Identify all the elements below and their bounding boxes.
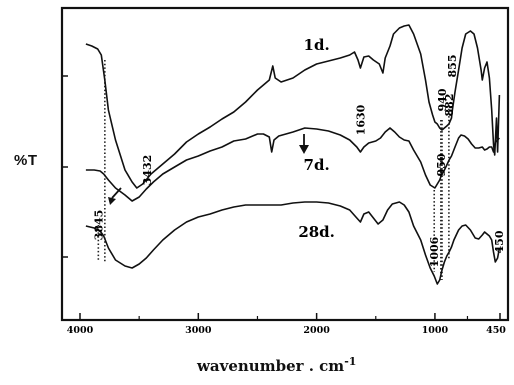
x-tick-label: 450 <box>486 325 506 336</box>
peak-label: 450 <box>493 230 506 253</box>
spectrum-line-2 <box>85 127 500 202</box>
peak-label: 882 <box>443 94 456 117</box>
x-axis-title-sup: -1 <box>344 355 357 368</box>
spectra-series <box>85 24 501 285</box>
plot-frame <box>60 6 510 322</box>
peak-label: 3432 <box>141 155 154 186</box>
series-label: 28d. <box>298 223 335 241</box>
peak-label: 1630 <box>354 104 367 135</box>
arrow-3432-shaft <box>111 187 122 199</box>
peak-label: 855 <box>446 55 459 78</box>
x-tick-label: 2000 <box>303 325 330 336</box>
peak-label: 1006 <box>428 236 441 267</box>
peak-label: 3845 <box>92 210 105 241</box>
peak-label: 940 <box>436 88 449 111</box>
x-tick-label: 4000 <box>67 325 94 336</box>
series-label: 7d. <box>304 156 330 174</box>
x-tick-label: 1000 <box>422 325 449 336</box>
arrows <box>108 134 309 205</box>
x-axis-title-text: wavenumber . cm <box>197 357 345 375</box>
x-tick-label: 3000 <box>185 325 212 336</box>
spectrum-line-3 <box>85 201 501 285</box>
y-axis-title: %T <box>14 152 38 169</box>
spectrum-line-1 <box>85 24 501 189</box>
peak-label: 950 <box>435 153 448 176</box>
x-axis-ticks: 4000 3000 2000 1000 450 <box>67 313 506 336</box>
series-label: 1d. <box>304 36 330 54</box>
arrow-1630-head <box>299 145 309 154</box>
arrow-3432-head <box>108 197 116 205</box>
dotted-markers <box>97 60 450 280</box>
y-axis-ticks <box>62 75 68 258</box>
x-axis-title: wavenumber . cm-1 <box>197 355 356 375</box>
